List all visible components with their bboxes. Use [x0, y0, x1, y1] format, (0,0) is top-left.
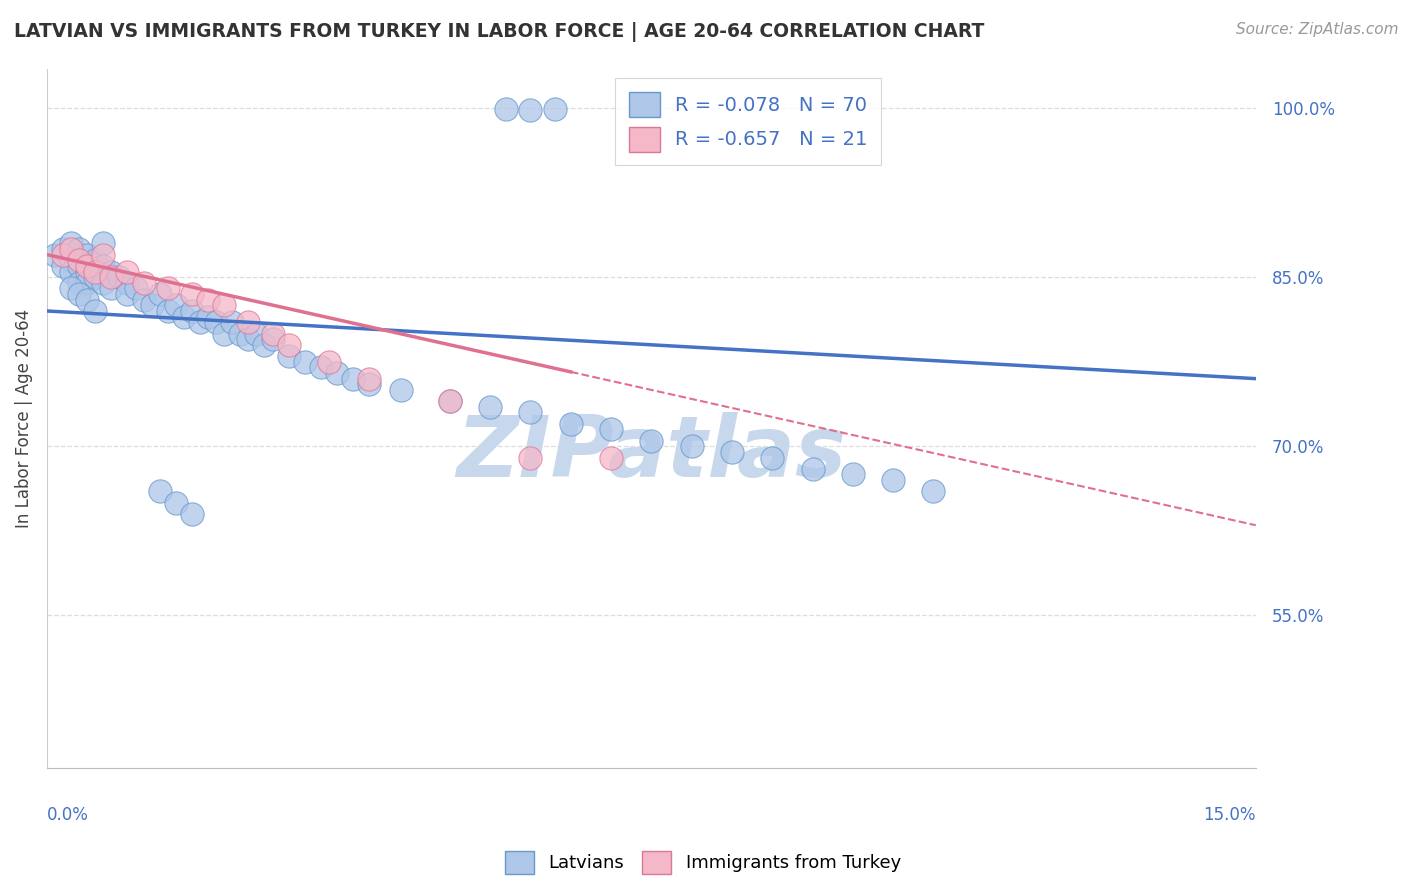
- Point: [60, 281, 83, 295]
- Point: [44, 247, 66, 261]
- Point: [52, 242, 75, 256]
- Point: [519, 103, 541, 118]
- Point: [342, 371, 364, 385]
- Point: [262, 332, 284, 346]
- Point: [640, 434, 662, 448]
- Point: [100, 281, 122, 295]
- Point: [91, 259, 114, 273]
- Point: [100, 264, 122, 278]
- Point: [76, 276, 98, 290]
- Point: [262, 326, 284, 341]
- Point: [117, 276, 139, 290]
- Point: [91, 276, 114, 290]
- Point: [359, 371, 381, 385]
- Point: [67, 287, 90, 301]
- Point: [132, 276, 155, 290]
- Point: [495, 102, 517, 116]
- Point: [188, 315, 211, 329]
- Text: 15.0%: 15.0%: [1204, 806, 1256, 824]
- Point: [801, 462, 824, 476]
- Point: [124, 281, 146, 295]
- Point: [67, 259, 90, 273]
- Point: [326, 366, 349, 380]
- Point: [277, 338, 299, 352]
- Legend: Latvians, Immigrants from Turkey: Latvians, Immigrants from Turkey: [496, 842, 910, 883]
- Point: [681, 439, 703, 453]
- Point: [221, 315, 243, 329]
- Point: [197, 293, 219, 307]
- Text: Source: ZipAtlas.com: Source: ZipAtlas.com: [1236, 22, 1399, 37]
- Point: [309, 360, 332, 375]
- Point: [253, 338, 276, 352]
- Point: [229, 326, 252, 341]
- Point: [600, 450, 623, 465]
- Point: [156, 281, 179, 295]
- Point: [882, 473, 904, 487]
- Point: [197, 310, 219, 324]
- Point: [181, 304, 204, 318]
- Point: [60, 236, 83, 251]
- Point: [519, 405, 541, 419]
- Point: [479, 400, 502, 414]
- Point: [600, 422, 623, 436]
- Point: [205, 315, 228, 329]
- Point: [922, 484, 945, 499]
- Legend: R = -0.078   N = 70, R = -0.657   N = 21: R = -0.078 N = 70, R = -0.657 N = 21: [614, 78, 882, 165]
- Point: [238, 332, 260, 346]
- Point: [212, 298, 235, 312]
- Y-axis label: In Labor Force | Age 20-64: In Labor Force | Age 20-64: [15, 309, 32, 528]
- Point: [439, 394, 461, 409]
- Point: [76, 293, 98, 307]
- Point: [76, 247, 98, 261]
- Point: [238, 315, 260, 329]
- Point: [132, 293, 155, 307]
- Point: [294, 355, 316, 369]
- Point: [277, 349, 299, 363]
- Point: [52, 247, 75, 261]
- Point: [359, 377, 381, 392]
- Text: LATVIAN VS IMMIGRANTS FROM TURKEY IN LABOR FORCE | AGE 20-64 CORRELATION CHART: LATVIAN VS IMMIGRANTS FROM TURKEY IN LAB…: [14, 22, 984, 42]
- Point: [67, 276, 90, 290]
- Point: [84, 264, 107, 278]
- Point: [76, 259, 98, 273]
- Point: [60, 253, 83, 268]
- Point: [245, 326, 267, 341]
- Point: [318, 355, 340, 369]
- Point: [212, 326, 235, 341]
- Point: [842, 467, 865, 482]
- Point: [165, 298, 187, 312]
- Point: [165, 496, 187, 510]
- Point: [181, 287, 204, 301]
- Point: [149, 287, 172, 301]
- Point: [117, 264, 139, 278]
- Point: [84, 304, 107, 318]
- Point: [84, 270, 107, 285]
- Point: [156, 304, 179, 318]
- Point: [91, 247, 114, 261]
- Point: [391, 383, 413, 397]
- Point: [141, 298, 163, 312]
- Text: 0.0%: 0.0%: [46, 806, 89, 824]
- Point: [60, 242, 83, 256]
- Point: [108, 270, 131, 285]
- Point: [761, 450, 783, 465]
- Point: [117, 287, 139, 301]
- Point: [76, 264, 98, 278]
- Point: [52, 259, 75, 273]
- Point: [560, 417, 582, 431]
- Point: [173, 310, 195, 324]
- Point: [439, 394, 461, 409]
- Point: [67, 242, 90, 256]
- Text: ZIPatlas: ZIPatlas: [456, 411, 846, 494]
- Point: [67, 253, 90, 268]
- Point: [91, 236, 114, 251]
- Point: [519, 450, 541, 465]
- Point: [181, 507, 204, 521]
- Point: [84, 253, 107, 268]
- Point: [60, 264, 83, 278]
- Point: [100, 270, 122, 285]
- Point: [721, 445, 744, 459]
- Point: [149, 484, 172, 499]
- Point: [543, 102, 565, 116]
